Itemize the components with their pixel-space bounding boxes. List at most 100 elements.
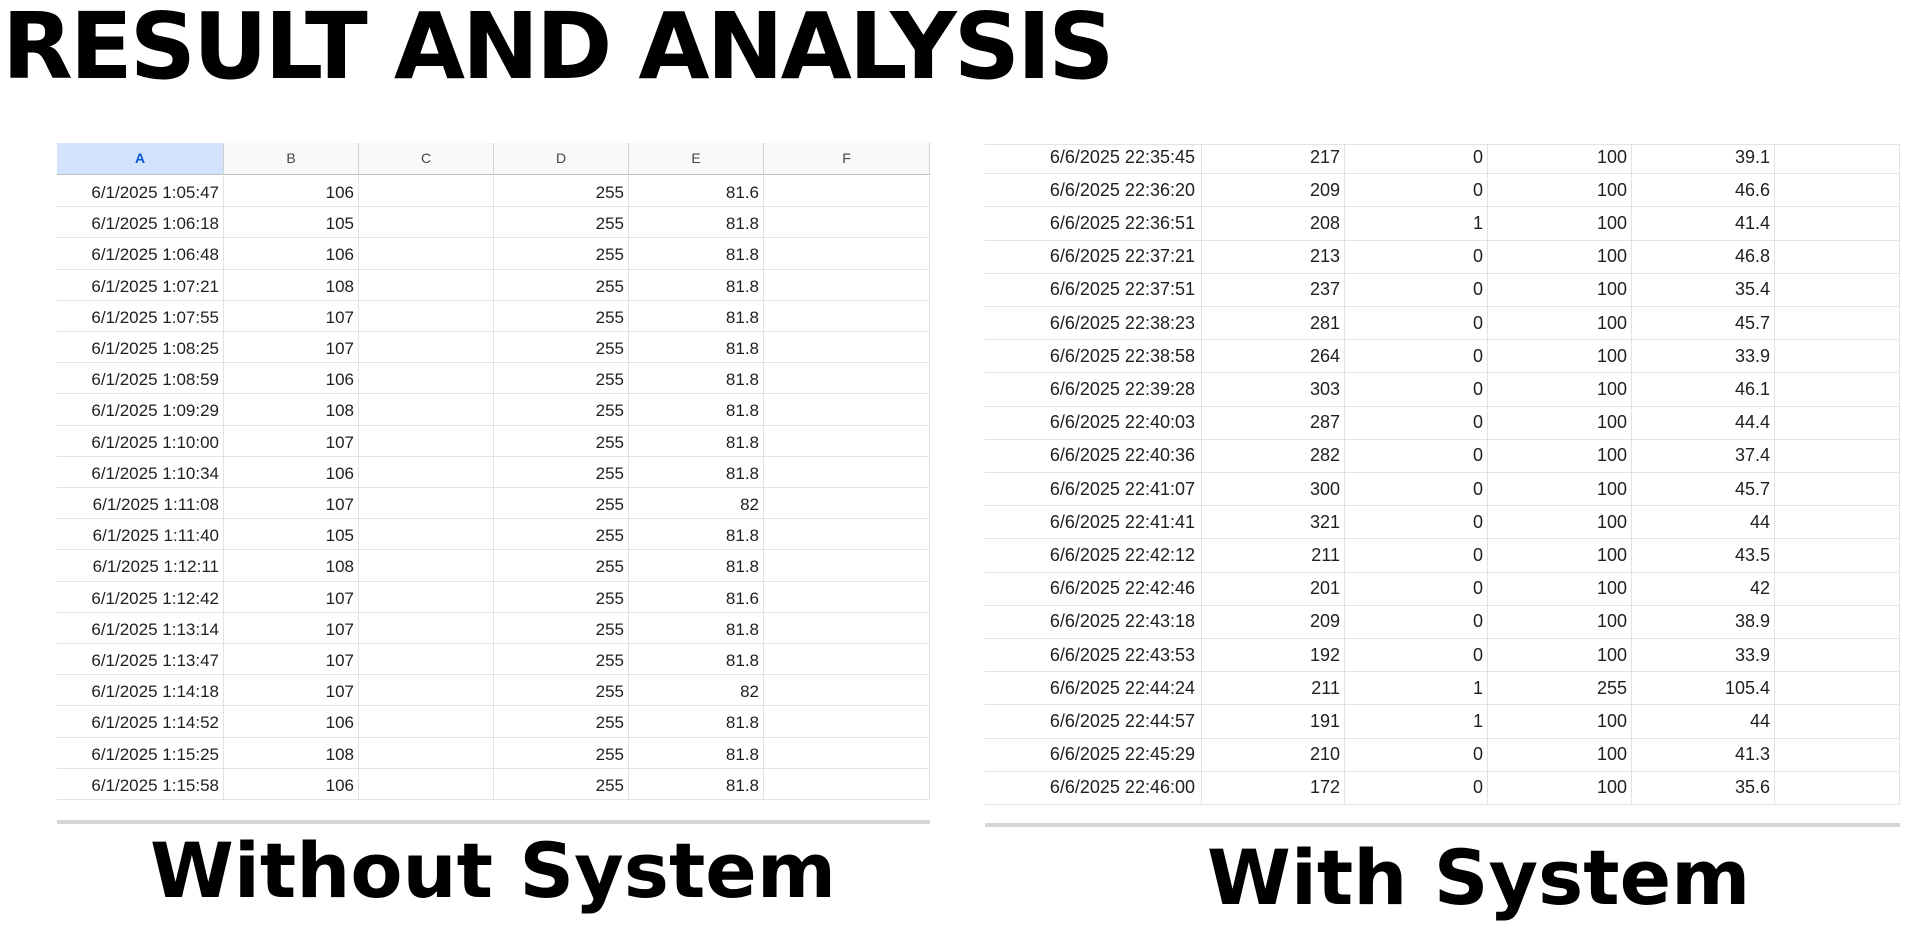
right-cell-f[interactable]: [1775, 738, 1900, 771]
left-cell-d[interactable]: 255: [494, 332, 629, 363]
left-cell-f[interactable]: [764, 332, 930, 363]
left-cell-f[interactable]: [764, 644, 930, 675]
left-cell-b[interactable]: 106: [224, 768, 359, 799]
right-cell-e[interactable]: 44.4: [1632, 406, 1775, 439]
right-cell-a[interactable]: 6/6/2025 22:39:28: [985, 373, 1202, 406]
left-cell-e[interactable]: 82: [629, 675, 764, 706]
left-cell-b[interactable]: 106: [224, 176, 359, 207]
right-cell-a[interactable]: 6/6/2025 22:41:41: [985, 506, 1202, 539]
left-cell-b[interactable]: 106: [224, 363, 359, 394]
right-cell-e[interactable]: 35.6: [1632, 771, 1775, 804]
left-cell-d[interactable]: 255: [494, 644, 629, 675]
right-cell-f[interactable]: [1775, 672, 1900, 705]
left-cell-e[interactable]: 81.8: [629, 612, 764, 643]
left-cell-d[interactable]: 255: [494, 706, 629, 737]
right-cell-b[interactable]: 211: [1202, 672, 1345, 705]
right-cell-e[interactable]: 44: [1632, 506, 1775, 539]
left-cell-e[interactable]: 81.8: [629, 425, 764, 456]
right-cell-c[interactable]: 1: [1345, 705, 1488, 738]
left-cell-d[interactable]: 255: [494, 238, 629, 269]
right-cell-b[interactable]: 209: [1202, 605, 1345, 638]
left-cell-f[interactable]: [764, 176, 930, 207]
right-cell-d[interactable]: 100: [1488, 605, 1632, 638]
left-cell-b[interactable]: 108: [224, 394, 359, 425]
left-cell-b[interactable]: 107: [224, 644, 359, 675]
left-cell-f[interactable]: [764, 269, 930, 300]
right-cell-e[interactable]: 105.4: [1632, 672, 1775, 705]
right-cell-a[interactable]: 6/6/2025 22:41:07: [985, 473, 1202, 506]
left-cell-d[interactable]: 255: [494, 581, 629, 612]
right-cell-d[interactable]: 100: [1488, 307, 1632, 340]
left-cell-c[interactable]: [359, 706, 494, 737]
left-cell-d[interactable]: 255: [494, 207, 629, 238]
right-cell-b[interactable]: 264: [1202, 340, 1345, 373]
left-cell-e[interactable]: 82: [629, 488, 764, 519]
right-cell-b[interactable]: 282: [1202, 439, 1345, 472]
right-cell-e[interactable]: 45.7: [1632, 307, 1775, 340]
right-cell-d[interactable]: 100: [1488, 207, 1632, 240]
right-cell-f[interactable]: [1775, 406, 1900, 439]
left-cell-c[interactable]: [359, 612, 494, 643]
right-cell-e[interactable]: 33.9: [1632, 639, 1775, 672]
left-cell-f[interactable]: [764, 488, 930, 519]
right-cell-e[interactable]: 42: [1632, 572, 1775, 605]
right-cell-c[interactable]: 0: [1345, 572, 1488, 605]
right-cell-b[interactable]: 281: [1202, 307, 1345, 340]
left-cell-a[interactable]: 6/1/2025 1:15:58: [57, 768, 224, 799]
right-cell-b[interactable]: 321: [1202, 506, 1345, 539]
left-cell-a[interactable]: 6/1/2025 1:09:29: [57, 394, 224, 425]
left-cell-d[interactable]: 255: [494, 550, 629, 581]
right-cell-c[interactable]: 0: [1345, 639, 1488, 672]
right-cell-d[interactable]: 100: [1488, 439, 1632, 472]
left-cell-d[interactable]: 255: [494, 675, 629, 706]
right-cell-c[interactable]: 0: [1345, 174, 1488, 207]
left-cell-c[interactable]: [359, 768, 494, 799]
right-cell-c[interactable]: 0: [1345, 539, 1488, 572]
left-cell-f[interactable]: [764, 768, 930, 799]
right-cell-f[interactable]: [1775, 771, 1900, 804]
right-cell-c[interactable]: 0: [1345, 373, 1488, 406]
right-cell-a[interactable]: 6/6/2025 22:42:12: [985, 539, 1202, 572]
left-cell-f[interactable]: [764, 675, 930, 706]
right-cell-d[interactable]: 100: [1488, 340, 1632, 373]
right-cell-b[interactable]: 300: [1202, 473, 1345, 506]
right-cell-d[interactable]: 100: [1488, 473, 1632, 506]
right-cell-f[interactable]: [1775, 207, 1900, 240]
left-cell-e[interactable]: 81.8: [629, 332, 764, 363]
left-cell-e[interactable]: 81.8: [629, 706, 764, 737]
left-cell-d[interactable]: 255: [494, 456, 629, 487]
right-cell-b[interactable]: 210: [1202, 738, 1345, 771]
left-cell-f[interactable]: [764, 581, 930, 612]
right-cell-f[interactable]: [1775, 605, 1900, 638]
right-cell-d[interactable]: 100: [1488, 145, 1632, 174]
left-cell-e[interactable]: 81.8: [629, 768, 764, 799]
right-cell-f[interactable]: [1775, 439, 1900, 472]
right-cell-b[interactable]: 192: [1202, 639, 1345, 672]
right-cell-a[interactable]: 6/6/2025 22:36:51: [985, 207, 1202, 240]
left-cell-d[interactable]: 255: [494, 300, 629, 331]
left-cell-a[interactable]: 6/1/2025 1:10:00: [57, 425, 224, 456]
left-cell-c[interactable]: [359, 644, 494, 675]
left-cell-d[interactable]: 255: [494, 737, 629, 768]
right-cell-f[interactable]: [1775, 373, 1900, 406]
right-cell-d[interactable]: 100: [1488, 174, 1632, 207]
right-cell-a[interactable]: 6/6/2025 22:45:29: [985, 738, 1202, 771]
left-cell-f[interactable]: [764, 519, 930, 550]
column-header-c[interactable]: C: [359, 143, 494, 174]
right-cell-c[interactable]: 0: [1345, 738, 1488, 771]
left-cell-d[interactable]: 255: [494, 612, 629, 643]
left-cell-e[interactable]: 81.6: [629, 176, 764, 207]
right-cell-b[interactable]: 211: [1202, 539, 1345, 572]
right-cell-f[interactable]: [1775, 273, 1900, 306]
left-cell-b[interactable]: 106: [224, 706, 359, 737]
right-cell-e[interactable]: 41.3: [1632, 738, 1775, 771]
right-cell-c[interactable]: 0: [1345, 273, 1488, 306]
left-cell-b[interactable]: 107: [224, 425, 359, 456]
right-cell-c[interactable]: 0: [1345, 240, 1488, 273]
right-cell-c[interactable]: 0: [1345, 771, 1488, 804]
left-cell-c[interactable]: [359, 550, 494, 581]
right-cell-e[interactable]: 38.9: [1632, 605, 1775, 638]
spreadsheet-with-system[interactable]: 6/6/2025 22:35:45 217 0 100 39.1 6/6/2025 22:…: [985, 144, 1900, 827]
left-cell-f[interactable]: [764, 737, 930, 768]
right-cell-c[interactable]: 0: [1345, 439, 1488, 472]
